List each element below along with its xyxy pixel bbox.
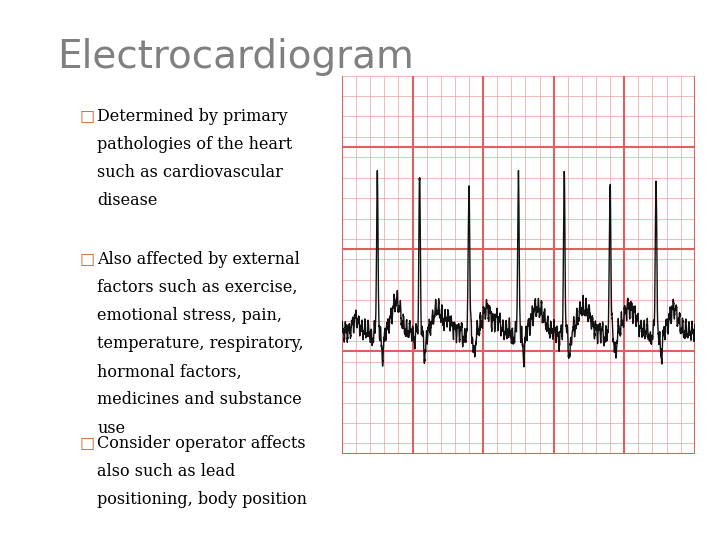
Text: Determined by primary: Determined by primary <box>97 108 288 125</box>
Text: hormonal factors,: hormonal factors, <box>97 363 242 380</box>
Text: positioning, body position: positioning, body position <box>97 491 307 508</box>
Text: medicines and substance: medicines and substance <box>97 392 302 408</box>
Text: □: □ <box>79 251 94 266</box>
Text: pathologies of the heart: pathologies of the heart <box>97 136 292 153</box>
Text: Electrocardiogram: Electrocardiogram <box>58 38 414 76</box>
Text: □: □ <box>79 435 94 450</box>
Text: also such as lead: also such as lead <box>97 463 235 480</box>
Text: Also affected by external: Also affected by external <box>97 251 300 268</box>
Text: emotional stress, pain,: emotional stress, pain, <box>97 307 282 324</box>
Text: use: use <box>97 420 125 436</box>
Text: □: □ <box>79 108 94 123</box>
Text: such as cardiovascular: such as cardiovascular <box>97 164 283 181</box>
Text: temperature, respiratory,: temperature, respiratory, <box>97 335 304 352</box>
Text: disease: disease <box>97 192 158 209</box>
Text: factors such as exercise,: factors such as exercise, <box>97 279 297 296</box>
Text: Consider operator affects: Consider operator affects <box>97 435 306 451</box>
